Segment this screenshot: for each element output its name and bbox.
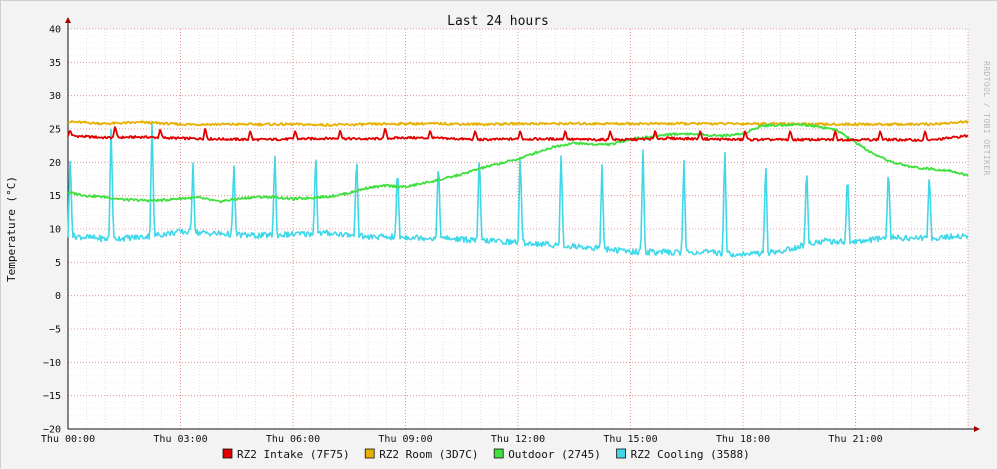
y-tick-label: −15 bbox=[43, 391, 61, 402]
legend-label: RZ2 Intake (7F75) bbox=[237, 448, 350, 461]
x-tick-label: Thu 00:00 bbox=[41, 434, 95, 445]
y-tick-label: 40 bbox=[49, 25, 61, 36]
chart-title: Last 24 hours bbox=[447, 14, 549, 29]
y-tick-label: 15 bbox=[49, 191, 61, 202]
legend-item: RZ2 Intake (7F75) bbox=[222, 448, 350, 461]
legend-swatch bbox=[493, 448, 504, 459]
legend-label: RZ2 Cooling (3588) bbox=[631, 448, 750, 461]
y-tick-label: 35 bbox=[49, 58, 61, 69]
x-tick-label: Thu 18:00 bbox=[716, 434, 770, 445]
series-layer bbox=[67, 120, 969, 258]
legend-item: RZ2 Room (3D7C) bbox=[364, 448, 479, 461]
y-tick-label: 20 bbox=[49, 158, 61, 169]
y-tick-label: −10 bbox=[43, 358, 61, 369]
x-tick-label: Thu 03:00 bbox=[153, 434, 207, 445]
x-tick-label: Thu 15:00 bbox=[603, 434, 657, 445]
legend-item: RZ2 Cooling (3588) bbox=[616, 448, 750, 461]
x-tick-labels: Thu 00:00 Thu 03:00 Thu 06:00 Thu 09:00 Thu … bbox=[41, 434, 883, 445]
y-tick-label: 5 bbox=[55, 258, 61, 269]
y-axis-arrow bbox=[65, 17, 71, 23]
x-axis-arrow bbox=[974, 426, 980, 432]
x-tick-label: Thu 12:00 bbox=[491, 434, 545, 445]
legend-label: Outdoor (2745) bbox=[508, 448, 601, 461]
y-tick-label: 0 bbox=[55, 291, 61, 302]
y-tick-labels: 40 35 30 25 20 15 10 5 0 −5 −10 −15 −20 bbox=[43, 25, 61, 436]
legend-swatch bbox=[616, 448, 626, 459]
x-tick-label: Thu 09:00 bbox=[378, 434, 432, 445]
legend-swatch bbox=[364, 448, 375, 459]
y-tick-label: 10 bbox=[49, 225, 61, 236]
legend-item: Outdoor (2745) bbox=[493, 448, 601, 461]
y-axis-label: Temperature (°C) bbox=[5, 176, 18, 282]
series-line-outdoor-2745 bbox=[67, 122, 969, 204]
legend: RZ2 Intake (7F75) RZ2 Room (3D7C) Outdoor … bbox=[222, 448, 750, 461]
x-tick-label: Thu 21:00 bbox=[828, 434, 882, 445]
series-line-rz2-room-3d7c bbox=[67, 120, 969, 128]
y-tick-label: −5 bbox=[49, 325, 61, 336]
x-tick-label: Thu 06:00 bbox=[266, 434, 320, 445]
y-tick-label: 30 bbox=[49, 91, 61, 102]
legend-swatch bbox=[222, 448, 233, 459]
y-tick-label: 25 bbox=[49, 125, 61, 136]
series-line-rz2-cooling-3588 bbox=[67, 123, 969, 258]
series-line-rz2-intake-7f75 bbox=[67, 126, 969, 143]
watermark-text: RRDTOOL / TOBI OETIKER bbox=[982, 61, 991, 176]
y-tick-label: −20 bbox=[43, 425, 61, 436]
legend-label: RZ2 Room (3D7C) bbox=[379, 448, 478, 461]
